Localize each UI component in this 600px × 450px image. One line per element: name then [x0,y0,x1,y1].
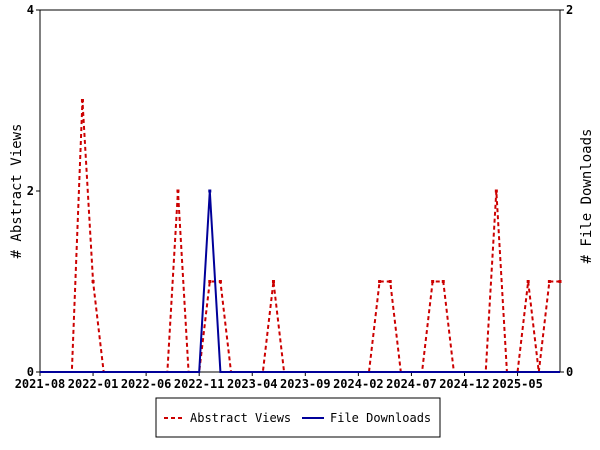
left-y-tick-label: 4 [27,3,34,17]
data-point-abstract-views [271,280,275,283]
right-axis-title: # File Downloads [579,129,595,264]
right-y-tick-label: 0 [566,365,573,379]
data-point-abstract-views [91,280,95,283]
x-axis-ticks: 2021-08 2022-01 2022-06 2022-11 2023-04 2023-… [15,372,543,391]
legend-label-file-downloads: File Downloads [330,411,431,425]
x-tick-label: 2022-01 [68,377,119,391]
data-point-abstract-views [218,280,222,283]
x-tick-label: 2021-08 [15,377,66,391]
data-point-abstract-views [526,280,530,283]
data-point-abstract-views [176,189,180,193]
series-layer [40,99,562,373]
data-point-abstract-views [80,99,84,102]
x-tick-label: 2023-04 [227,377,278,391]
right-y-axis-ticks: 02 [560,3,573,379]
data-point-abstract-views [441,280,445,283]
legend: Abstract Views File Downloads [155,397,441,438]
x-tick-label: 2024-07 [386,377,437,391]
legend-label-abstract-views: Abstract Views [190,411,291,425]
x-tick-label: 2024-02 [333,377,384,391]
series-line-file-downloads [40,190,560,373]
x-tick-label: 2023-09 [280,377,331,391]
data-point-abstract-views [378,280,382,283]
data-point-abstract-views [494,189,498,193]
series-line-abstract-views [40,100,560,373]
x-tick-label: 2024-12 [439,377,490,391]
left-y-tick-label: 0 [27,365,34,379]
data-point-abstract-views [388,280,392,283]
left-y-tick-label: 2 [27,184,34,198]
data-point-abstract-views [547,280,551,283]
legend-box [155,397,441,438]
plot-area [39,9,561,373]
data-point-abstract-views [558,280,562,283]
data-point-abstract-views [208,280,212,283]
x-tick-label: 2025-05 [492,377,543,391]
x-tick-label: 2022-11 [174,377,225,391]
x-tick-label: 2022-06 [121,377,172,391]
left-axis-title: # Abstract Views [9,124,25,259]
data-point-file-downloads [208,189,212,193]
left-y-axis-ticks: 0 2 4 [27,3,40,379]
right-y-tick-label: 2 [566,3,573,17]
data-point-abstract-views [431,280,435,283]
